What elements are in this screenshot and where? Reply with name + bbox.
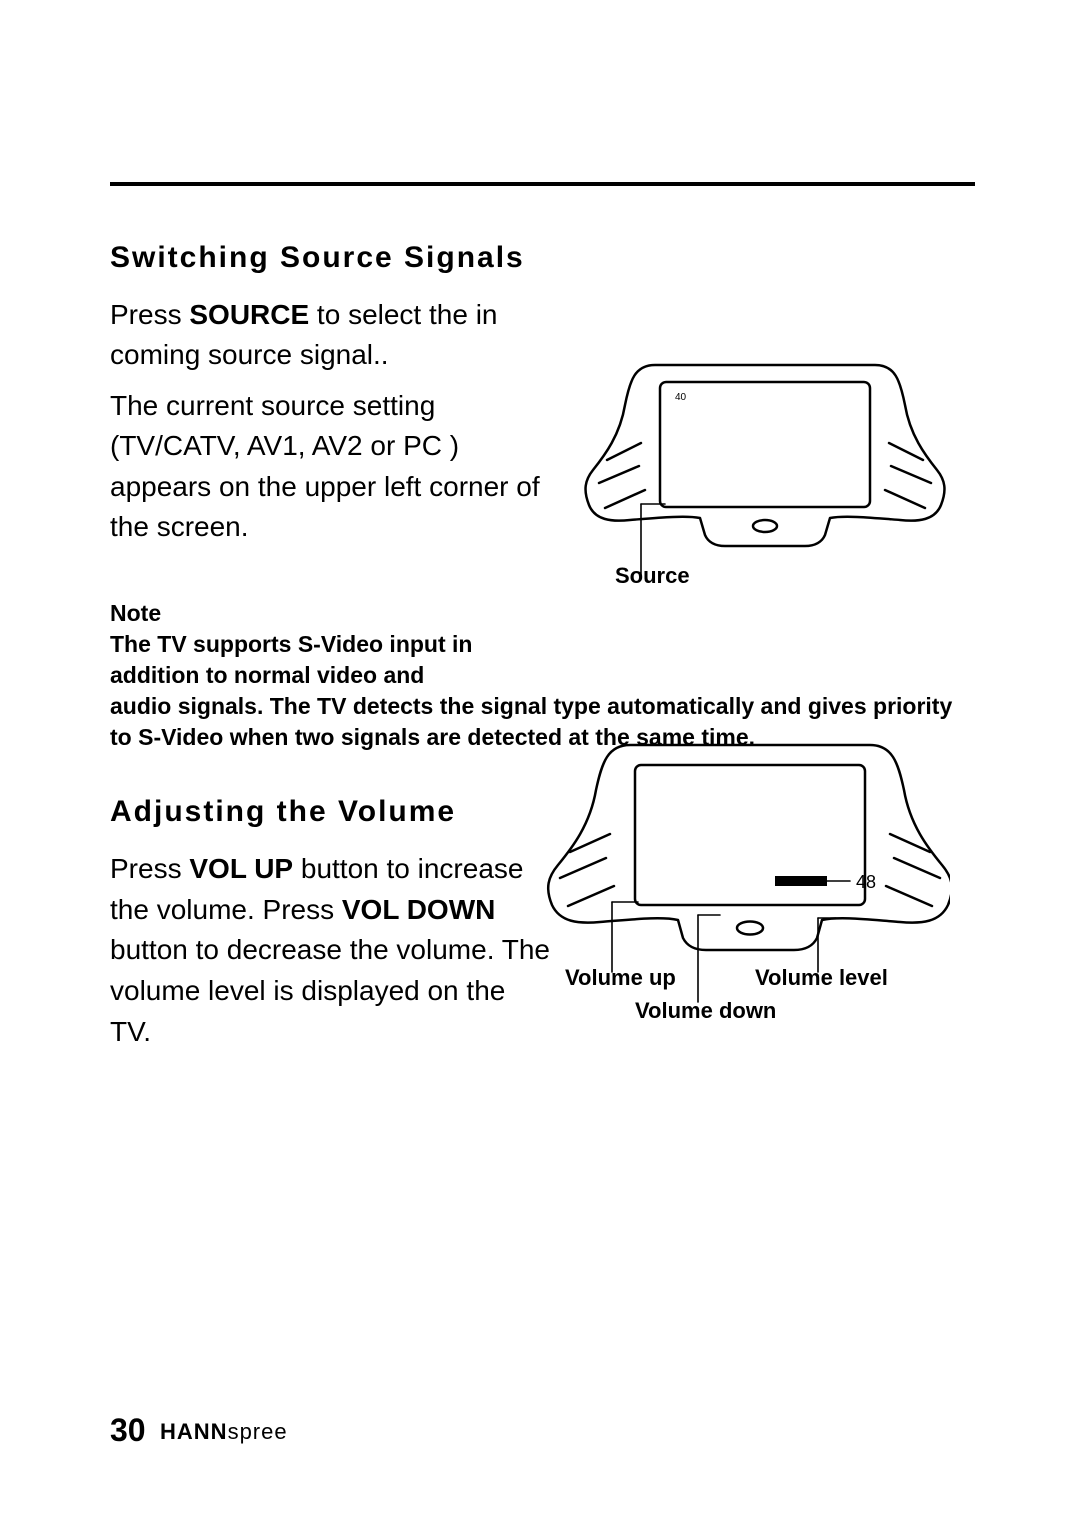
bold-voldown: VOL DOWN: [342, 894, 495, 925]
note-block: Note The TV supports S-Video input in ad…: [110, 598, 975, 753]
note-line-narrow: The TV supports S-Video input in additio…: [110, 629, 550, 691]
volume-value-text: 48: [856, 872, 876, 892]
figure-tv-source: 40 Source: [575, 360, 955, 585]
tv-diagram-source: 40: [575, 360, 955, 585]
text-fragment: button to decrease the volume. The volum…: [110, 934, 550, 1046]
channel-number-text: 40: [675, 392, 687, 403]
text-fragment: Press: [110, 299, 189, 330]
bold-volup: VOL UP: [189, 853, 293, 884]
callout-volume-level: Volume level: [755, 965, 888, 991]
manual-page: Switching Source Signals Press SOURCE to…: [0, 0, 1080, 1529]
callout-volume-up: Volume up: [565, 965, 676, 991]
callout-volume-down: Volume down: [635, 998, 776, 1024]
figure-tv-volume: 48 Volume up Volume level Volume down: [520, 740, 950, 1050]
brand-light: spree: [228, 1419, 288, 1444]
section1-para1: Press SOURCE to select the in coming sou…: [110, 295, 550, 376]
brand-logo: HANNspree: [160, 1419, 288, 1445]
section2-para: Press VOL UP button to increase the volu…: [110, 849, 550, 1052]
page-number: 30: [110, 1412, 146, 1449]
bold-source: SOURCE: [189, 299, 309, 330]
note-label: Note: [110, 598, 975, 629]
horizontal-rule: [110, 182, 975, 186]
text-fragment: Press: [110, 853, 189, 884]
section-heading-switching: Switching Source Signals: [110, 241, 975, 275]
section1-para2: The current source setting (TV/CATV, AV1…: [110, 386, 550, 548]
brand-bold: HANN: [160, 1419, 228, 1444]
callout-source: Source: [615, 563, 690, 589]
